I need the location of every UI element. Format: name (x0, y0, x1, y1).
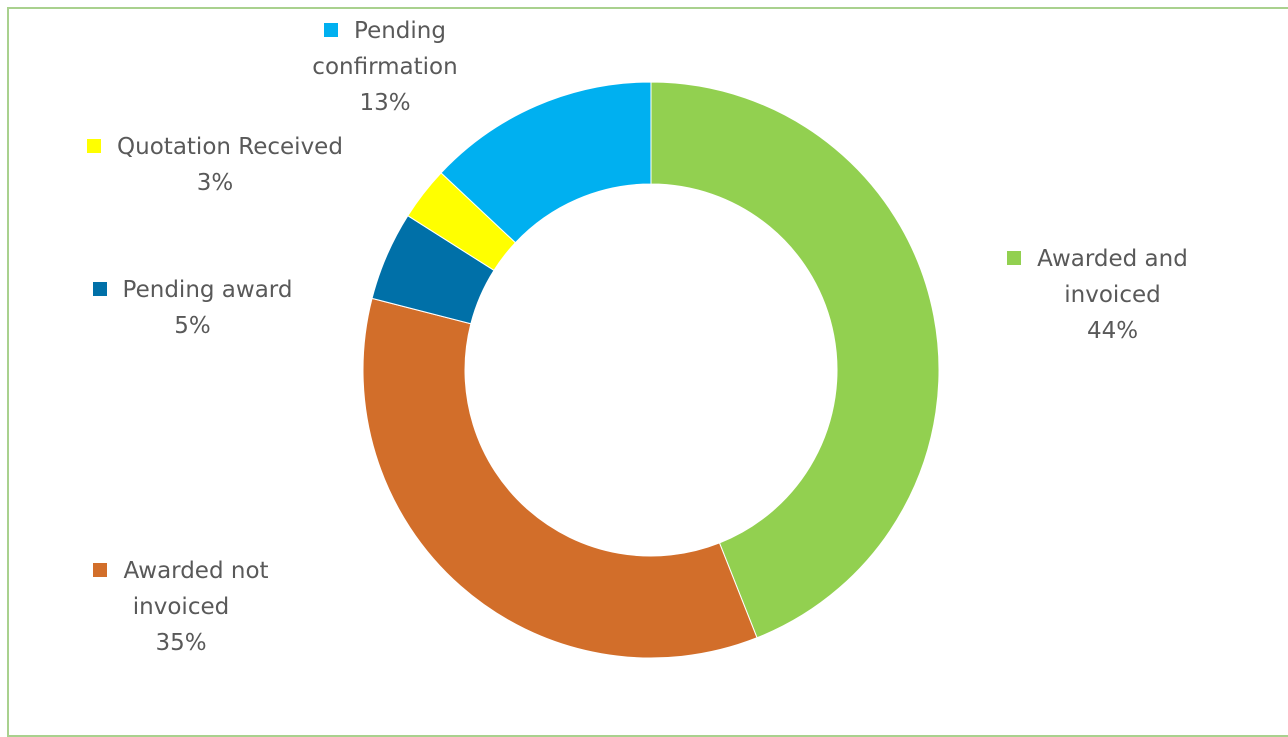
label-text-pending-confirmation-line2: confirmation (312, 54, 458, 80)
label-text-awarded-not-invoiced-line2: invoiced (132, 594, 230, 620)
data-label-awarded-and-invoiced: Awarded and invoiced 44% (1000, 241, 1195, 349)
legend-swatch-pending-award (92, 282, 107, 296)
legend-swatch-quotation-received (87, 139, 102, 153)
legend-swatch-awarded-and-invoiced (1007, 251, 1022, 265)
data-label-pending-confirmation: Pending confirmation 13% (275, 13, 495, 121)
donut-slice-awarded-and-invoiced (650, 81, 940, 639)
legend-swatch-awarded-not-invoiced (93, 563, 108, 577)
label-text-pending-confirmation-line1: Pending (354, 18, 446, 44)
label-percent-awarded-not-invoiced: 35% (155, 630, 207, 656)
donut-slice-awarded-not-invoiced (362, 297, 758, 659)
label-text-awarded-and-invoiced-line2: invoiced (1064, 282, 1161, 308)
data-label-awarded-not-invoiced: Awarded not invoiced 35% (86, 553, 276, 661)
label-text-awarded-and-invoiced-line1: Awarded and (1037, 246, 1188, 272)
data-label-pending-award: Pending award 5% (85, 272, 300, 344)
label-percent-quotation-received: 3% (196, 170, 234, 196)
label-percent-pending-confirmation: 13% (359, 90, 411, 116)
label-text-quotation-received: Quotation Received (117, 134, 343, 160)
label-text-pending-award: Pending award (122, 277, 293, 303)
legend-swatch-pending-confirmation (324, 23, 339, 37)
data-label-quotation-received: Quotation Received 3% (70, 129, 360, 201)
label-text-awarded-not-invoiced-line1: Awarded not (123, 558, 269, 584)
label-percent-awarded-and-invoiced: 44% (1086, 318, 1139, 344)
label-percent-pending-award: 5% (174, 313, 211, 339)
donut-slice-pending-confirmation (440, 81, 652, 244)
